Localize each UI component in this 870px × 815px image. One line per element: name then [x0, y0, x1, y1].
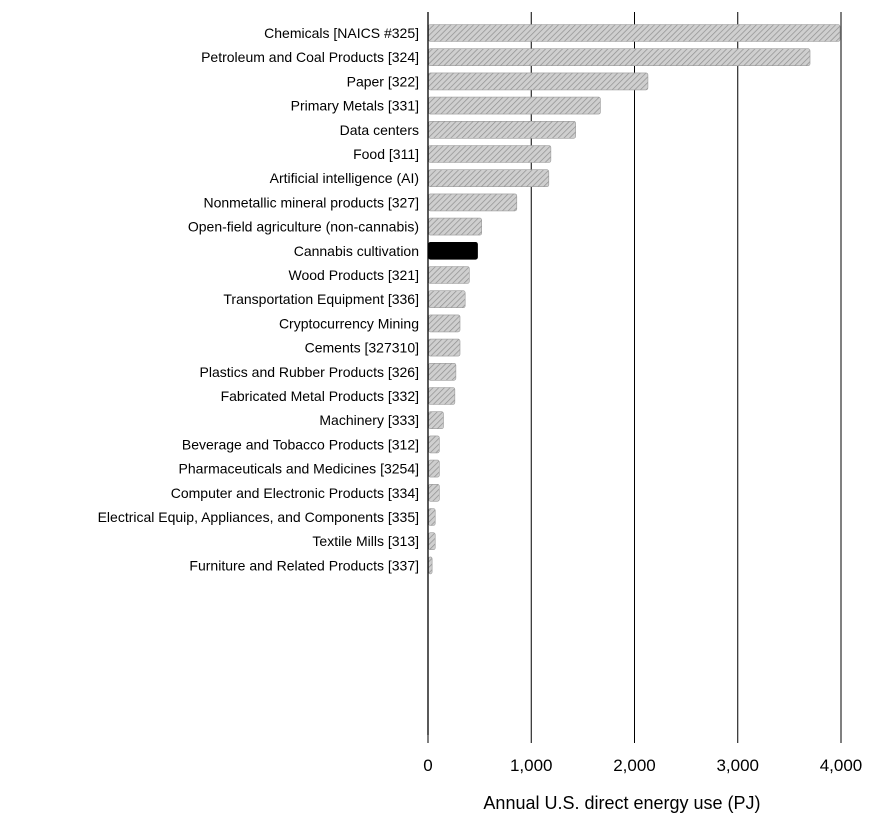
category-label: Transportation Equipment [336] — [223, 291, 419, 307]
category-label: Computer and Electronic Products [334] — [171, 485, 419, 501]
category-label: Paper [322] — [347, 73, 419, 89]
category-label: Machinery [333] — [319, 412, 419, 428]
x-tick-label: 2,000 — [613, 756, 656, 775]
category-label: Pharmaceuticals and Medicines [3254] — [179, 461, 419, 477]
category-label: Food [311] — [353, 146, 419, 162]
x-tick-label: 1,000 — [510, 756, 553, 775]
category-label: Cements [327310] — [305, 340, 419, 356]
x-tick-label: 3,000 — [716, 756, 759, 775]
axes — [427, 12, 842, 743]
category-label: Nonmetallic mineral products [327] — [203, 194, 419, 210]
category-label: Beverage and Tobacco Products [312] — [182, 436, 419, 452]
bar — [428, 169, 550, 187]
bar — [428, 435, 440, 454]
bars — [428, 24, 841, 575]
bar — [428, 72, 649, 91]
bar — [428, 48, 811, 67]
category-label: Textile Mills [313] — [312, 533, 419, 549]
category-label: Wood Products [321] — [289, 267, 419, 283]
category-label: Artificial intelligence (AI) — [270, 170, 419, 186]
bar — [428, 411, 444, 430]
bar — [428, 24, 841, 42]
bar — [428, 459, 440, 478]
bar — [428, 556, 433, 575]
category-label: Data centers — [340, 122, 419, 138]
category-label: Open-field agriculture (non-cannabis) — [188, 219, 419, 235]
bar — [428, 508, 436, 526]
gridlines — [530, 12, 842, 735]
bar — [428, 193, 518, 212]
bar — [428, 266, 470, 284]
category-label: Fabricated Metal Products [332] — [221, 388, 419, 404]
category-label: Chemicals [NAICS #325] — [264, 25, 419, 41]
bar — [428, 362, 457, 381]
bar — [428, 532, 436, 551]
bar — [428, 96, 601, 115]
category-label: Primary Metals [331] — [291, 98, 419, 114]
bar — [428, 242, 478, 260]
bar — [428, 145, 552, 163]
category-label: Plastics and Rubber Products [326] — [200, 364, 419, 380]
bar — [428, 483, 440, 502]
x-tick-labels: 0 1,000 2,000 3,000 4,000 — [423, 756, 862, 775]
x-tick-label: 4,000 — [820, 756, 863, 775]
bar — [428, 121, 576, 139]
bar — [428, 217, 482, 236]
x-tick-label: 0 — [423, 756, 432, 775]
bar — [428, 338, 461, 357]
category-label: Petroleum and Coal Products [324] — [201, 49, 419, 65]
category-label: Cryptocurrency Mining — [279, 315, 419, 331]
category-label: Furniture and Related Products [337] — [189, 557, 419, 573]
category-label: Cannabis cultivation — [294, 243, 419, 259]
bar — [428, 314, 461, 333]
category-label: Electrical Equip, Appliances, and Compon… — [98, 509, 419, 525]
x-axis-title: Annual U.S. direct energy use (PJ) — [483, 793, 760, 813]
bar — [428, 290, 466, 309]
bar — [428, 387, 456, 405]
category-labels: Chemicals [NAICS #325] Petroleum and Coal… — [98, 25, 419, 573]
